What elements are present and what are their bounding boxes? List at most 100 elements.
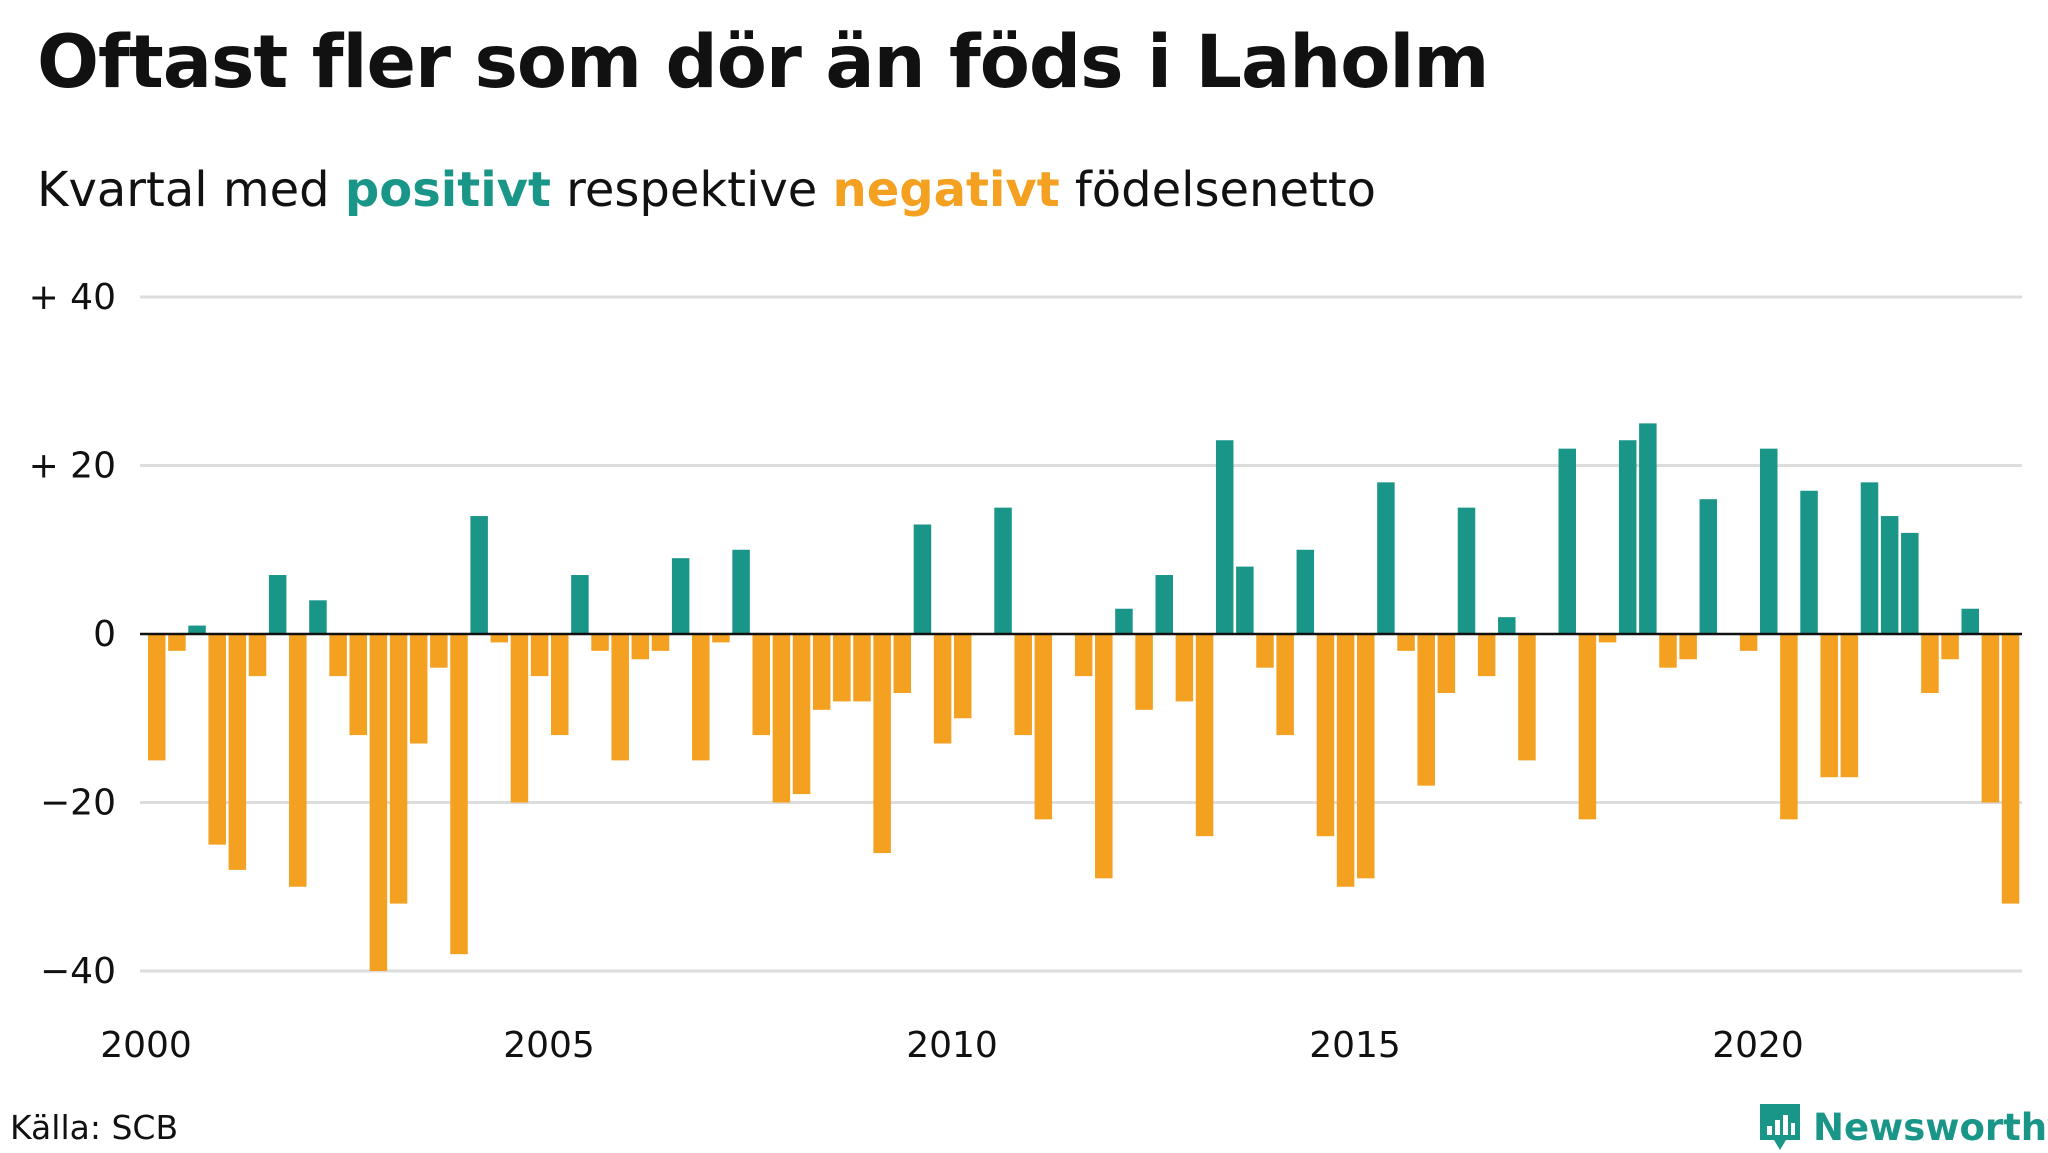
bar-2005Q4: [611, 634, 629, 761]
chart-subtitle: Kvartal med positivt respektive negativt…: [37, 162, 1376, 218]
bar-2007Q1: [712, 634, 730, 643]
bar-2023Q1: [2001, 634, 2020, 904]
bar-2015Q4: [1417, 634, 1435, 786]
bar-2000Q2: [168, 634, 186, 651]
bar-2010Q1: [954, 634, 972, 719]
bar-2022Q2: [1941, 634, 1959, 660]
bar-2005Q2: [571, 575, 589, 634]
bar-2009Q2: [893, 634, 912, 693]
subtitle-positive-word: positivt: [344, 162, 551, 218]
bar-2018Q3: [1639, 423, 1657, 635]
x-tick-label: 2020: [1712, 1025, 1804, 1066]
bar-2011Q1: [1034, 634, 1053, 820]
y-tick-label: −40: [40, 951, 116, 992]
bar-chart: + 40 + 20 0 −20 −40 2000 2005 2010 2015 2020: [29, 277, 2022, 1066]
bar-2016Q1: [1437, 634, 1456, 693]
bar-2013Q2: [1215, 440, 1234, 634]
bar-2021Q4: [1901, 532, 1919, 634]
bar-2006Q2: [651, 634, 670, 651]
bar-2020Q1: [1760, 448, 1778, 634]
bar-2003Q2: [409, 634, 428, 744]
bar-2020Q2: [1780, 634, 1798, 820]
bar-2015Q2: [1377, 482, 1395, 634]
bar-2009Q3: [913, 524, 932, 634]
bar-2001Q2: [248, 634, 267, 677]
bar-2003Q4: [450, 634, 468, 955]
bar-2005Q3: [591, 634, 609, 651]
x-tick-label: 2010: [906, 1025, 998, 1066]
bar-2019Q2: [1699, 499, 1718, 634]
bar-2001Q1: [228, 634, 247, 870]
bar-2003Q1: [389, 634, 408, 904]
bar-2016Q3: [1477, 634, 1496, 677]
bar-2006Q4: [692, 634, 710, 761]
bar-2020Q3: [1800, 490, 1818, 634]
bar-2008Q4: [853, 634, 871, 702]
bar-2022Q4: [1981, 634, 2000, 803]
source-note: Källa: SCB: [10, 1108, 179, 1147]
bar-2008Q2: [812, 634, 831, 710]
bar-2010Q3: [994, 507, 1012, 635]
x-tick-label: 2015: [1309, 1025, 1401, 1066]
bar-2002Q3: [349, 634, 367, 736]
bar-2015Q1: [1357, 634, 1375, 879]
y-tick-label: + 40: [29, 277, 116, 318]
bar-2002Q4: [369, 634, 388, 971]
bar-2016Q2: [1457, 507, 1476, 635]
subtitle-suffix: födelsenetto: [1074, 162, 1377, 218]
bar-2005Q1: [551, 634, 569, 736]
bars: [148, 423, 2020, 971]
bar-2002Q1: [309, 600, 327, 634]
bar-2006Q1: [631, 634, 650, 660]
bar-2008Q3: [833, 634, 851, 702]
bar-2016Q4: [1498, 617, 1516, 634]
bar-2001Q3: [268, 575, 287, 634]
bar-2004Q1: [470, 516, 488, 634]
bar-2012Q3: [1155, 575, 1173, 634]
bar-2009Q1: [873, 634, 891, 854]
bar-2012Q4: [1175, 634, 1194, 702]
bar-2003Q3: [430, 634, 448, 668]
bar-2022Q1: [1921, 634, 1939, 693]
bar-2011Q4: [1095, 634, 1113, 879]
bar-2019Q4: [1739, 634, 1758, 651]
bar-2017Q4: [1578, 634, 1597, 820]
bar-2000Q3: [188, 625, 206, 634]
bar-2014Q3: [1316, 634, 1335, 837]
bar-2000Q4: [208, 634, 226, 845]
y-tick-label: −20: [40, 783, 116, 824]
bar-2015Q3: [1397, 634, 1415, 651]
bar-2014Q2: [1296, 549, 1315, 634]
bar-2014Q1: [1276, 634, 1294, 736]
bar-2013Q4: [1256, 634, 1274, 668]
bar-2008Q1: [792, 634, 811, 795]
bar-2022Q3: [1961, 608, 1979, 634]
bar-2017Q1: [1518, 634, 1536, 761]
bar-2020Q4: [1820, 634, 1838, 778]
newsworthy-logo-icon: [1760, 1104, 1800, 1150]
bar-2013Q3: [1236, 566, 1254, 634]
bar-2018Q2: [1618, 440, 1637, 634]
bar-2001Q4: [289, 634, 307, 887]
bar-2004Q3: [510, 634, 529, 803]
brand-name: Newsworthy: [1813, 1105, 2048, 1149]
bar-2006Q3: [671, 558, 690, 634]
chart-title: Oftast fler som dör än föds i Laholm: [37, 20, 1489, 105]
subtitle-prefix: Kvartal med: [37, 162, 330, 218]
y-tick-label: 0: [93, 614, 116, 655]
brand-logo: Newsworthy: [1757, 1101, 2048, 1153]
bar-2009Q4: [933, 634, 952, 744]
bar-2002Q2: [329, 634, 347, 677]
bar-2007Q4: [772, 634, 791, 803]
bar-2013Q1: [1195, 634, 1214, 837]
x-tick-label: 2000: [100, 1025, 192, 1066]
y-tick-label: + 20: [29, 446, 116, 487]
bar-2010Q4: [1014, 634, 1032, 736]
bar-2004Q2: [490, 634, 509, 643]
bar-2014Q4: [1336, 634, 1355, 887]
x-axis-tick-labels: 2000 2005 2010 2015 2020: [100, 1025, 1804, 1066]
bar-2021Q2: [1860, 482, 1879, 634]
bar-2018Q4: [1659, 634, 1677, 668]
bar-2021Q1: [1840, 634, 1859, 778]
bar-2017Q3: [1558, 448, 1576, 634]
